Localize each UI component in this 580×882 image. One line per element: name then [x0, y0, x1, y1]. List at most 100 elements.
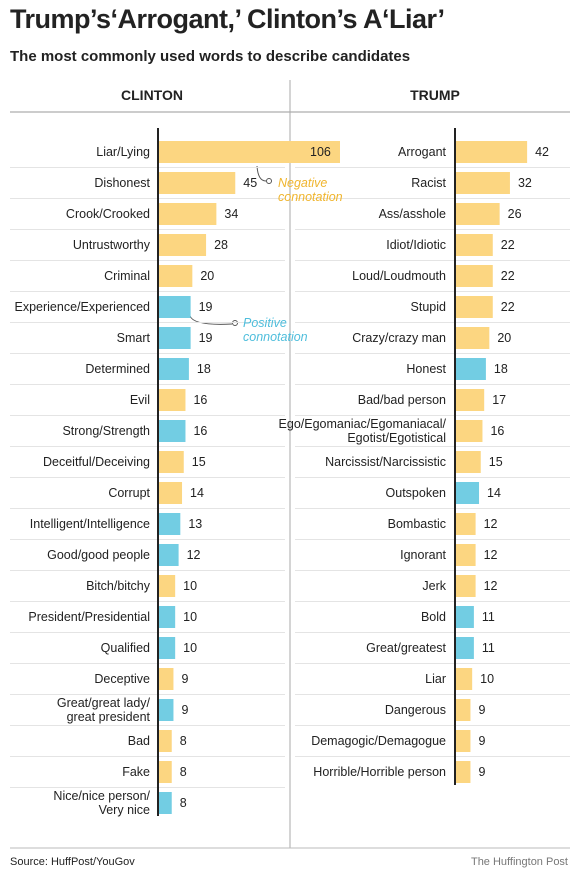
category-label: Racist — [411, 176, 446, 190]
category-label: Bad — [127, 734, 150, 748]
bar — [158, 172, 236, 194]
value-label: 12 — [483, 579, 498, 593]
value-label: 45 — [243, 176, 258, 190]
bar — [158, 389, 186, 411]
category-label: Horrible/Horrible person — [313, 765, 446, 779]
bar — [158, 203, 217, 225]
value-label: 26 — [507, 207, 522, 221]
category-label: Criminal — [104, 269, 150, 283]
category-label: Loud/Loudmouth — [352, 269, 446, 283]
bar — [455, 327, 490, 349]
value-label: 9 — [181, 703, 189, 717]
value-label: 10 — [183, 641, 198, 655]
value-label: 8 — [179, 765, 187, 779]
bar — [158, 668, 174, 690]
value-label: 9 — [478, 765, 486, 779]
bar — [455, 668, 473, 690]
value-label: 9 — [181, 672, 189, 686]
bar — [158, 265, 193, 287]
category-label: Untrustworthy — [72, 238, 150, 252]
category-label: Dangerous — [384, 703, 446, 717]
category-label: President/Presidential — [28, 610, 150, 624]
category-label: Bombastic — [387, 517, 446, 531]
credit: The Huffington Post — [470, 856, 568, 868]
annotation: Negative connotation — [278, 176, 343, 204]
bar — [455, 203, 500, 225]
bar — [158, 141, 341, 163]
bar — [158, 699, 174, 721]
value-label: 12 — [483, 517, 498, 531]
category-label: Bad/bad person — [357, 393, 446, 407]
value-label: 8 — [179, 734, 187, 748]
category-label: Nice/nice person/ Very nice — [53, 789, 150, 817]
bar — [455, 265, 493, 287]
bar — [158, 482, 183, 504]
value-label: 15 — [191, 455, 206, 469]
value-label: 34 — [224, 207, 239, 221]
bar — [455, 699, 471, 721]
category-label: Good/good people — [47, 548, 150, 562]
category-label: Ego/Egomaniac/Egomaniacal/ Egotist/Egoti… — [278, 417, 446, 445]
bar — [455, 761, 471, 783]
category-label: Arrogant — [398, 145, 446, 159]
category-label: Honest — [406, 362, 446, 376]
category-label: Idiot/Idiotic — [386, 238, 446, 252]
value-label: 18 — [493, 362, 508, 376]
value-label: 22 — [500, 238, 515, 252]
bar — [455, 296, 493, 318]
category-label: Liar — [425, 672, 446, 686]
value-label: 20 — [200, 269, 215, 283]
category-label: Great/great lady/ great president — [56, 696, 150, 724]
bar — [158, 637, 176, 659]
bar — [158, 730, 172, 752]
value-label: 106 — [310, 145, 331, 159]
category-label: Ass/asshole — [378, 207, 446, 221]
category-label: Determined — [85, 362, 150, 376]
value-label: 16 — [490, 424, 505, 438]
bar — [158, 606, 176, 628]
category-label: Evil — [129, 393, 150, 407]
value-label: 12 — [186, 548, 201, 562]
bar — [455, 141, 528, 163]
category-label: Fake — [122, 765, 150, 779]
value-label: 15 — [488, 455, 503, 469]
category-label: Qualified — [100, 641, 150, 655]
value-label: 9 — [478, 734, 486, 748]
bar — [455, 389, 485, 411]
subtitle: The most commonly used words to describe… — [10, 48, 411, 65]
category-label: Crazy/crazy man — [352, 331, 446, 345]
value-label: 22 — [500, 269, 515, 283]
annotation-connector — [256, 165, 267, 182]
source: Source: HuffPost/YouGov — [10, 856, 135, 868]
value-label: 10 — [183, 610, 198, 624]
category-label: Outspoken — [385, 486, 446, 500]
bar — [158, 296, 191, 318]
value-label: 8 — [179, 796, 187, 810]
bar — [158, 575, 176, 597]
category-label: Bold — [420, 610, 446, 624]
value-label: 16 — [193, 393, 208, 407]
bar — [455, 575, 476, 597]
category-label: Corrupt — [108, 486, 150, 500]
value-label: 16 — [193, 424, 208, 438]
category-label: Deceitful/Deceiving — [43, 455, 150, 469]
bar — [158, 358, 189, 380]
category-label: Crook/Crooked — [65, 207, 150, 221]
value-label: 42 — [535, 145, 550, 159]
category-label: Dishonest — [94, 176, 150, 190]
value-label: 11 — [481, 641, 495, 655]
value-label: 17 — [492, 393, 507, 407]
value-label: 32 — [517, 176, 532, 190]
value-label: 9 — [478, 703, 486, 717]
title: Trump’s‘Arrogant,’ Clinton’s A‘Liar’ — [10, 4, 445, 34]
bar — [158, 544, 179, 566]
category-label: Intelligent/Intelligence — [29, 517, 150, 531]
bar — [455, 606, 474, 628]
value-label: 11 — [481, 610, 495, 624]
bar — [158, 234, 207, 256]
category-label: Experience/Experienced — [14, 300, 151, 314]
value-label: 14 — [487, 486, 501, 500]
bar — [455, 513, 476, 535]
